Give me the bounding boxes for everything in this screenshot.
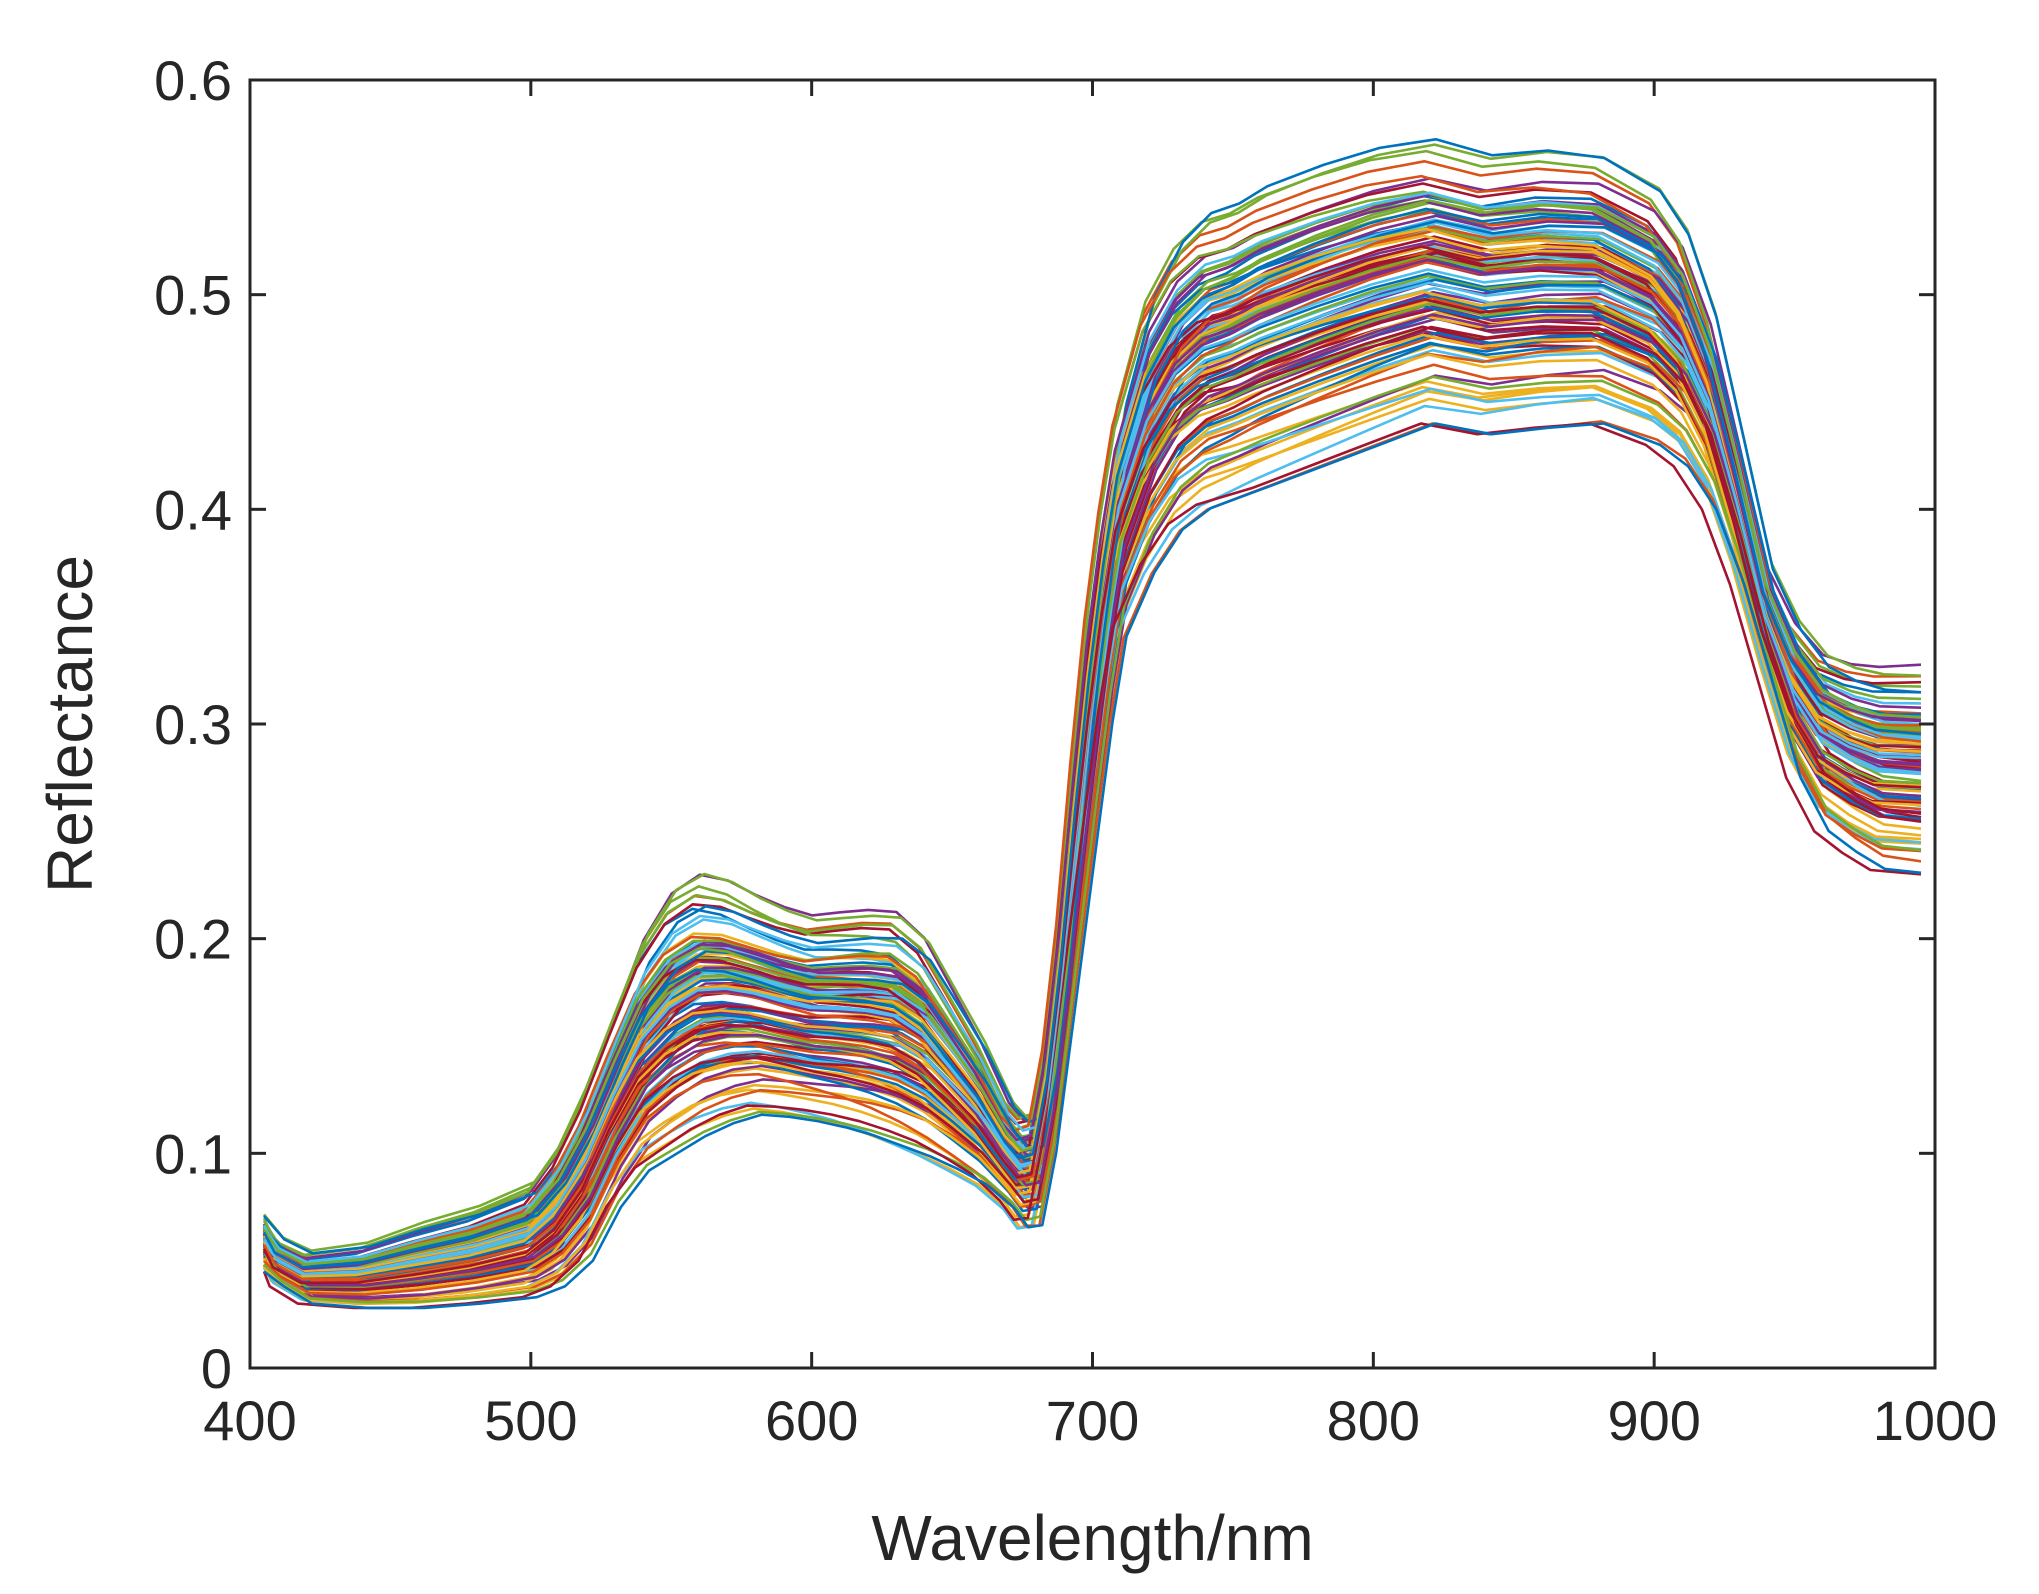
x-axis-label: Wavelength/nm bbox=[871, 1502, 1313, 1574]
spectrum-line-118 bbox=[262, 268, 1922, 1276]
y-axis-label: Reflectance bbox=[34, 555, 106, 893]
y-tick-label-0.2: 0.2 bbox=[154, 908, 232, 971]
spectrum-line-119 bbox=[262, 298, 1922, 1285]
spectrum-line-113 bbox=[263, 422, 1922, 1310]
y-tick-label-0.3: 0.3 bbox=[154, 693, 232, 756]
x-tick-label-400: 400 bbox=[203, 1389, 296, 1452]
spectrum-line-110 bbox=[263, 375, 1922, 1304]
spectrum-line-65 bbox=[263, 363, 1922, 1303]
y-tick-label-0: 0 bbox=[201, 1337, 232, 1400]
x-tick-label-500: 500 bbox=[484, 1389, 577, 1452]
y-tick-label-0.5: 0.5 bbox=[154, 264, 232, 327]
y-tick-label-0.4: 0.4 bbox=[154, 478, 232, 541]
x-tick-label-800: 800 bbox=[1327, 1389, 1420, 1452]
x-tick-label-700: 700 bbox=[1046, 1389, 1139, 1452]
plot-area-frame bbox=[248, 78, 1937, 1370]
spectrum-line-112 bbox=[262, 422, 1922, 1310]
y-tick-label-0.6: 0.6 bbox=[154, 49, 232, 112]
spectrum-line-107 bbox=[263, 420, 1922, 1296]
x-tick-label-600: 600 bbox=[765, 1389, 858, 1452]
x-tick-label-900: 900 bbox=[1607, 1389, 1700, 1452]
spectrum-line-120 bbox=[262, 207, 1922, 1269]
tick-labels-layer: 400 500 600 700 800 900 1000 0 0.1 0.2 0.3 0.4 0.5 0.… bbox=[154, 49, 1997, 1452]
series-layer bbox=[262, 138, 1922, 1310]
y-tick-label-0.1: 0.1 bbox=[154, 1122, 232, 1185]
x-tick-label-1000: 1000 bbox=[1873, 1389, 1998, 1452]
